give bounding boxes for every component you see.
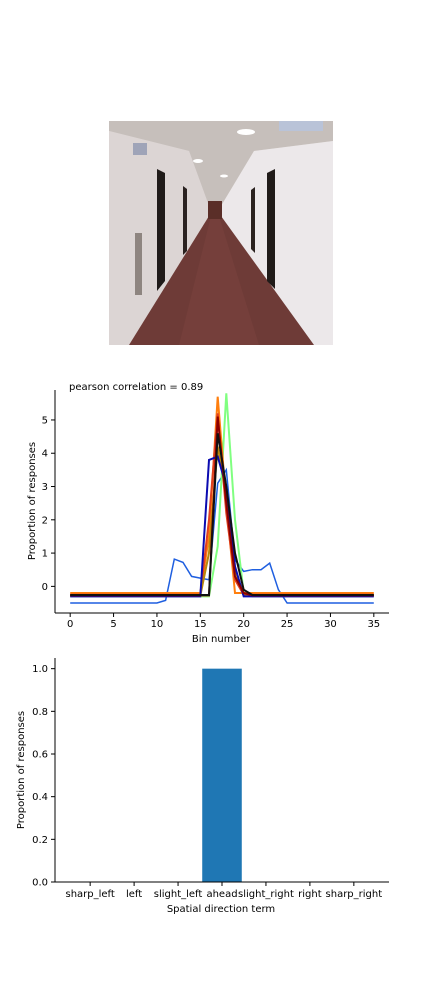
x-tick-label: 20	[237, 619, 250, 630]
y-tick-label: 0.0	[32, 878, 48, 889]
hallway-photo	[109, 121, 333, 345]
y-tick-label: 0.4	[32, 792, 48, 803]
line-series	[70, 455, 374, 598]
y-tick-label: 0.8	[32, 707, 48, 718]
x-tick-label: 5	[110, 619, 116, 630]
y-tick-label: 1	[42, 549, 48, 560]
y-tick-label: 0.2	[32, 835, 48, 846]
x-tick-label: sharp_right	[326, 889, 383, 900]
line-series	[70, 467, 374, 604]
line-chart-xlabel: Bin number	[192, 634, 251, 645]
x-tick-label: sharp_left	[65, 889, 114, 900]
bar	[202, 668, 242, 882]
y-tick-label: 2	[42, 515, 48, 526]
x-tick-label: slight_left	[154, 889, 203, 900]
y-tick-label: 0.6	[32, 750, 48, 761]
bar-chart-plot-area: sharp_left left slight_left ahead slight_rig…	[32, 658, 389, 900]
x-tick-label: slight_right	[238, 889, 294, 900]
x-tick-label: left	[126, 889, 142, 900]
y-tick-label: 3	[42, 482, 48, 493]
x-tick-label: ahead	[206, 889, 237, 900]
y-tick-label: 4	[42, 449, 48, 460]
y-tick-label: 5	[42, 415, 48, 426]
x-tick-label: 30	[324, 619, 337, 630]
x-tick-label: 25	[281, 619, 294, 630]
line-series	[70, 433, 374, 596]
x-tick-label: 35	[367, 619, 380, 630]
x-tick-label: right	[298, 889, 322, 900]
y-tick-label: 0	[42, 582, 48, 593]
x-tick-label: 15	[194, 619, 207, 630]
line-series	[70, 393, 374, 598]
line-chart-ylabel: Proportion of responses	[27, 442, 38, 560]
x-tick-label: 0	[67, 619, 73, 630]
bar-chart-ylabel: Proportion of responses	[16, 711, 27, 829]
line-chart-plot-area: 0 5 10 15 20 25 30 35 0 1 2 3 4 5	[42, 390, 389, 630]
line-series	[70, 396, 374, 594]
bar-chart: sharp_left left slight_left ahead slight_rig…	[16, 658, 389, 915]
bar-chart-xlabel: Spatial direction term	[167, 904, 275, 915]
y-tick-label: 1.0	[32, 664, 48, 675]
line-chart: pearson correlation = 0.89 0 5 10 15 20 25 30 3…	[27, 382, 389, 645]
x-tick-label: 10	[151, 619, 164, 630]
line-chart-title: pearson correlation = 0.89	[69, 382, 203, 393]
